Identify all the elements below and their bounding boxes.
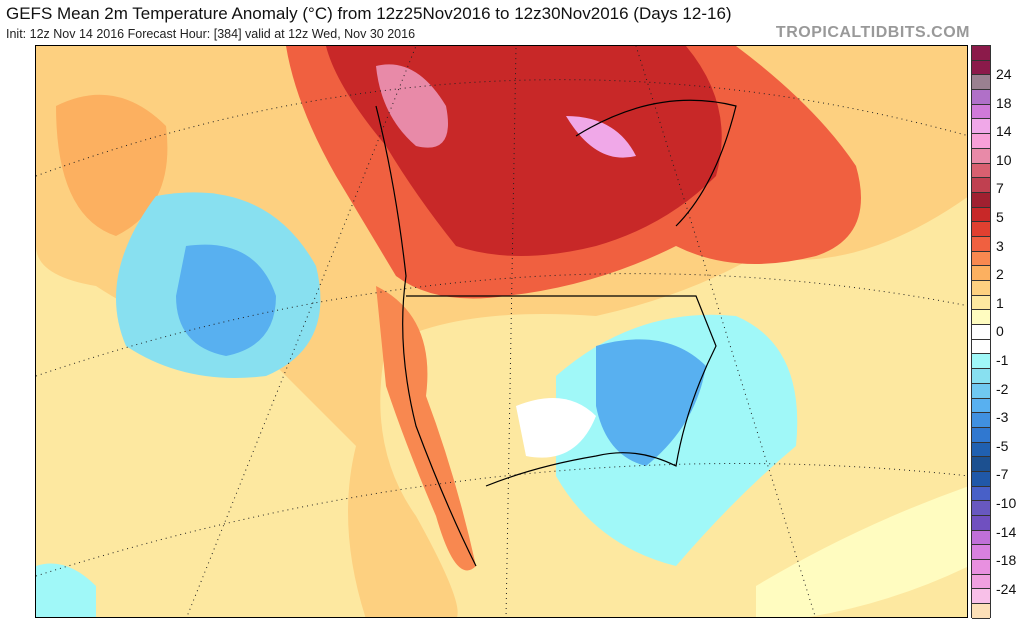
colorbar-swatch [972,295,990,311]
colorbar-swatch [972,604,990,619]
colorbar-label: 7 [996,180,1004,197]
colorbar-label: 0 [996,323,1004,340]
colorbar-swatch [972,383,990,399]
colorbar-swatch [972,178,990,193]
brand-watermark: TROPICALTIDBITS.COM [775,24,970,41]
colorbar-swatch [972,207,990,223]
colorbar-label: -1 [996,352,1009,368]
colorbar-swatch [972,560,990,575]
colorbar-label: 24 [996,66,1012,82]
colorbar-swatch [972,134,990,149]
colorbar-label: -14 [996,523,1017,540]
map-subtitle: Init: 12z Nov 14 2016 Forecast Hour: [38… [6,27,416,41]
colorbar-swatch [972,163,990,179]
colorbar-swatch [972,501,990,516]
colorbar-swatch [972,251,990,267]
colorbar-label: -7 [996,466,1009,483]
colorbar-swatch [972,46,990,61]
colorbar-swatch [972,192,990,208]
colorbar-swatch [972,148,990,164]
map-title: GEFS Mean 2m Temperature Anomaly (°C) fr… [6,4,732,23]
warm-anomaly-regions [36,46,967,617]
colorbar-label: 3 [996,237,1004,254]
cold-anomaly-regions [36,192,798,617]
colorbar-label: 1 [996,294,1004,311]
colorbar-swatch [972,281,990,296]
colorbar-swatch [972,266,990,281]
colorbar-label: 18 [996,94,1012,111]
colorbar-swatch [972,398,990,414]
colorbar-swatch [972,574,990,590]
colorbar-label: -2 [996,380,1009,397]
colorbar-swatch [972,325,990,340]
colorbar-swatch [972,369,990,384]
colorbar-label: -18 [996,552,1017,569]
colorbar-swatch [972,589,990,605]
colorbar-swatch [972,310,990,326]
colorbar-label: 10 [996,151,1012,168]
colorbar-swatch [972,457,990,472]
colorbar-swatch [972,75,990,91]
colorbar-swatch [972,486,990,502]
colorbar-swatch [972,236,990,252]
colorbar-swatch [972,471,990,487]
colorbar-swatch [972,442,990,458]
colorbar-label: -10 [996,495,1017,511]
colorbar-swatch [972,104,990,120]
graticule [36,46,967,617]
colorbar-swatch [972,60,990,76]
coastlines [375,99,737,567]
colorbar-swatch [972,545,990,561]
colorbar-label: -5 [996,437,1009,454]
colorbar-label: -24 [996,580,1017,597]
colorbar-label: -3 [996,409,1009,426]
colorbar-swatch [972,530,990,546]
colorbar-swatch [972,354,990,370]
colorbar-swatch [972,119,990,135]
colorbar-label: 14 [996,123,1012,140]
colorbar-swatch [972,413,990,428]
colorbar-label: 2 [996,266,1004,283]
colorbar-swatch [972,222,990,237]
temperature-anomaly-map [35,45,968,618]
colorbar-swatch [972,427,990,443]
colorbar-swatch [972,339,990,355]
colorbar-swatch [972,90,990,105]
colorbar [971,45,991,619]
colorbar-swatch [972,516,990,531]
colorbar-label: 5 [996,209,1004,225]
